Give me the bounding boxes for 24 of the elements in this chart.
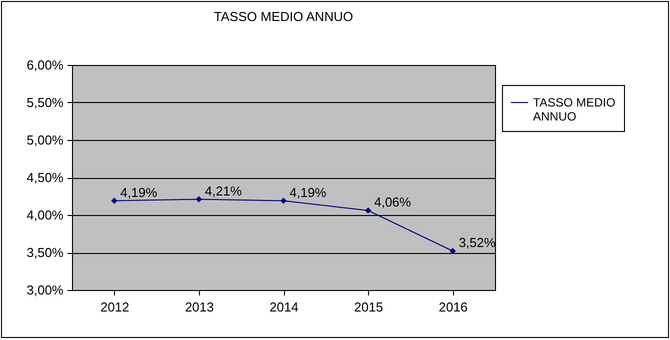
x-tick-label: 2016 bbox=[438, 300, 468, 314]
y-tick-label: 4,00% bbox=[26, 208, 64, 222]
y-tick-label: 3,00% bbox=[26, 282, 64, 298]
y-tick-label: 3,50% bbox=[26, 245, 64, 260]
data-label: 4,06% bbox=[374, 194, 412, 210]
data-label: 4,21% bbox=[204, 183, 242, 198]
data-label: 4,19% bbox=[120, 184, 158, 200]
y-tick-label: 5,00% bbox=[26, 132, 64, 148]
y-tick-label: 5,50% bbox=[26, 95, 64, 110]
chart-title: TASSO MEDIO ANNUO bbox=[214, 9, 354, 24]
point bbox=[450, 248, 456, 254]
point bbox=[280, 198, 287, 204]
x-tick-label: 2014 bbox=[270, 300, 298, 314]
data-label: 4,19% bbox=[290, 184, 327, 200]
legend-label: TASSO MEDIO ANNUO bbox=[533, 96, 616, 124]
data-label: 3,52% bbox=[458, 235, 496, 250]
x-tick-label: 2013 bbox=[184, 300, 214, 314]
point bbox=[364, 207, 372, 214]
y-tick-label: 4,50% bbox=[26, 170, 64, 185]
x-tick-label: 2012 bbox=[100, 300, 130, 314]
point bbox=[111, 198, 118, 204]
point bbox=[196, 196, 202, 202]
y-tick-label: 6,00% bbox=[26, 58, 64, 72]
x-tick-label: 2015 bbox=[354, 300, 384, 314]
